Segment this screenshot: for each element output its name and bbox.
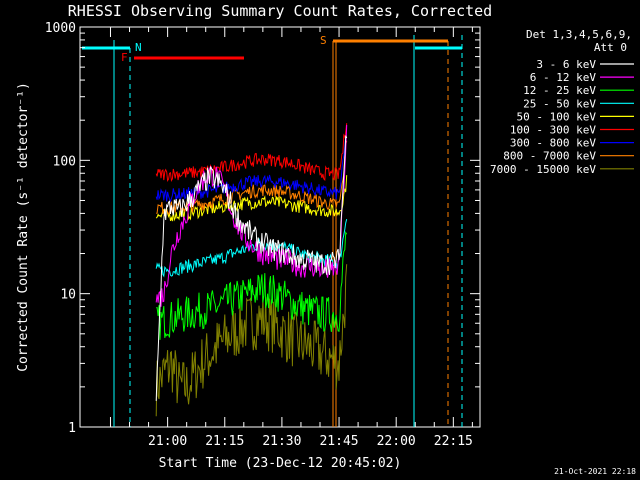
series-line-3-6-kev: [155, 135, 348, 401]
legend-header-line-1: Det 1,3,4,5,6,9,: [526, 28, 632, 41]
chart-title: RHESSI Observing Summary Count Rates, Co…: [68, 2, 492, 20]
instrument-intervals: [82, 35, 463, 427]
marker-label-n: N: [135, 41, 142, 54]
marker-label-s: S: [320, 34, 327, 47]
y-tick-label: 100: [53, 154, 76, 169]
series-line-100-300-kev: [155, 123, 348, 183]
legend-header-line-2: Att 0: [594, 41, 627, 54]
x-axis-label: Start Time (23-Dec-12 20:45:02): [159, 456, 402, 471]
legend-label: 12 - 25 keV: [523, 84, 596, 97]
x-tick-label: 21:00: [148, 434, 187, 449]
x-tick-label: 22:00: [377, 434, 416, 449]
legend-label: 50 - 100 keV: [517, 110, 597, 123]
series-line-800-7000-kev: [156, 140, 348, 216]
legend-label: 300 - 800 keV: [510, 137, 596, 150]
y-axis: 1 10 100 1000: [45, 21, 480, 436]
x-axis: 21:00 21:15 21:30 21:45 22:00 22:15: [109, 27, 473, 449]
legend-label: 100 - 300 keV: [510, 124, 596, 137]
legend-label: 25 - 50 keV: [523, 97, 596, 110]
x-tick-label: 22:15: [434, 434, 473, 449]
legend-label: 7000 - 15000 keV: [490, 163, 596, 176]
legend-label: 800 - 7000 keV: [503, 150, 596, 163]
legend-label: 3 - 6 keV: [536, 58, 596, 71]
legend-label: 6 - 12 keV: [530, 71, 597, 84]
series-line-6-12-kev: [155, 124, 348, 307]
marker-labels: NF S: [121, 34, 327, 64]
x-tick-label: 21:15: [205, 434, 244, 449]
y-tick-label: 10: [60, 288, 76, 303]
x-tick-label: 21:45: [319, 434, 358, 449]
series-layer: [155, 123, 348, 417]
y-tick-label: 1000: [45, 21, 76, 36]
series-line-12-25-kev: [156, 230, 348, 340]
series-line-7000-15000-kev: [155, 264, 348, 417]
plot-frame: [79, 26, 481, 428]
y-tick-label: 1: [68, 421, 76, 436]
footer-timestamp: 21-Oct-2021 22:18: [554, 467, 636, 476]
y-axis-label: Corrected Count Rate (s⁻¹ detector⁻¹): [16, 82, 31, 372]
plot-area: NF S 1 10 100 1000 21:00 21:15 21:30 21:45 22:00…: [45, 21, 481, 449]
x-tick-label: 21:30: [262, 434, 301, 449]
series-line-300-800-kev: [155, 133, 348, 203]
marker-label-f: F: [121, 51, 128, 64]
